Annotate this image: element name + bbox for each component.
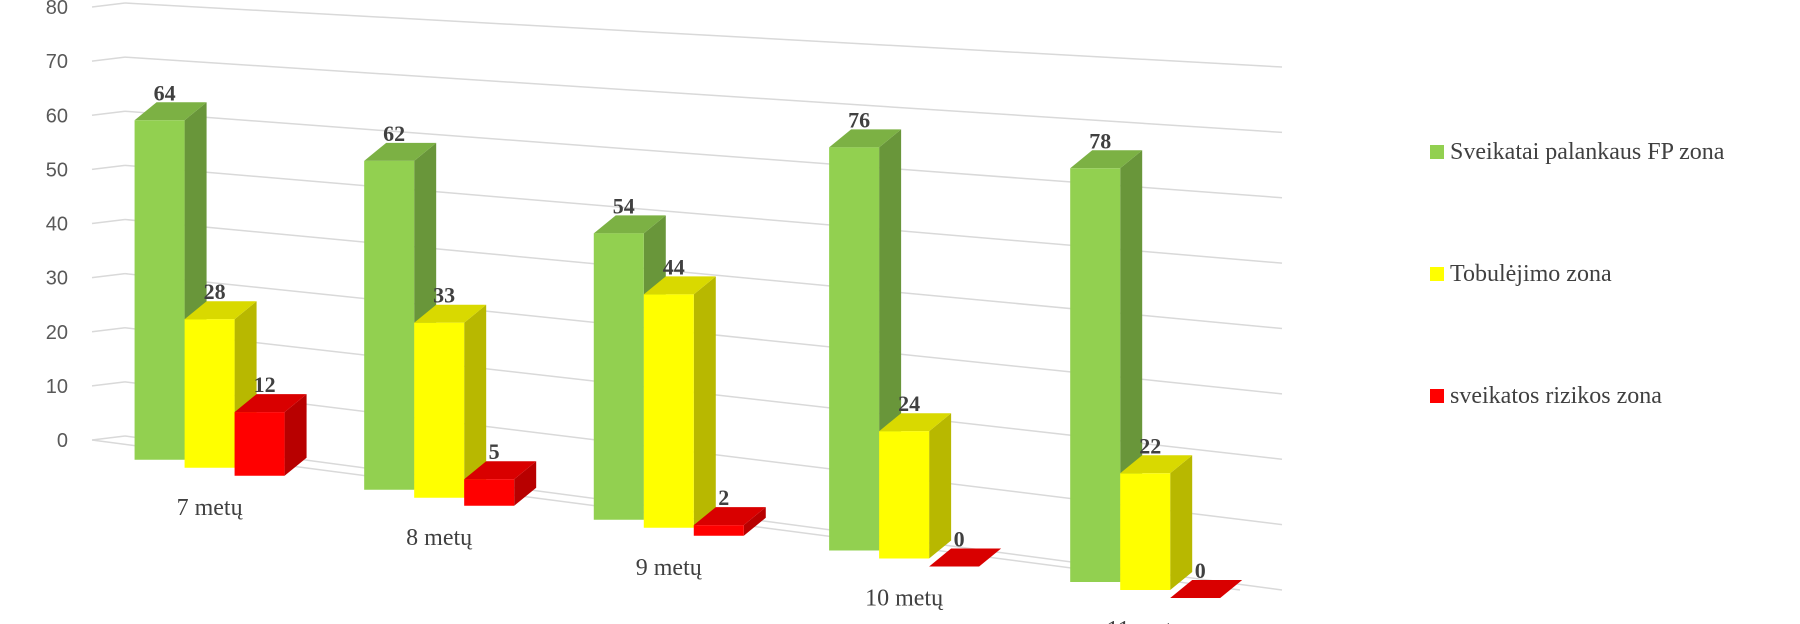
bar-4-1 [1120, 473, 1171, 590]
y-tick-label: 30 [46, 268, 68, 290]
bar-top [414, 304, 487, 323]
bar-0-2 [234, 412, 285, 476]
gridline-side [91, 164, 126, 171]
bar-3-0 [829, 147, 880, 551]
gridline-side [91, 2, 126, 8]
data-label: 78 [1089, 128, 1111, 153]
gridline-side [91, 218, 126, 225]
bar-side [464, 304, 487, 498]
bar-side [514, 461, 537, 506]
bar-0-1 [184, 319, 235, 468]
y-tick-label: 60 [46, 105, 68, 127]
bar-top [879, 413, 952, 432]
y-tick-label: 70 [46, 51, 68, 73]
data-label: 2 [718, 485, 729, 510]
bar-top [364, 142, 437, 161]
bar-4-0 [1070, 168, 1121, 582]
legend-item-healthy-zone: Sveikatai palankaus FP zona [1430, 138, 1790, 165]
bar-side [1170, 455, 1193, 590]
legend-item-risk-zone: sveikatos rizikos zona [1430, 382, 1790, 409]
legend-swatch-green [1430, 145, 1444, 159]
bar-top [134, 102, 207, 121]
bar-top [184, 301, 257, 320]
data-label: 0 [954, 527, 965, 552]
data-label: 33 [433, 283, 455, 308]
data-label: 76 [848, 107, 870, 132]
bars [134, 102, 1243, 599]
bar-2-0 [593, 233, 644, 520]
y-tick-label: 0 [57, 430, 68, 452]
legend-label: Sveikatai palankaus FP zona [1450, 138, 1725, 165]
bar-1-1 [414, 322, 465, 498]
x-category-label: 8 metų [406, 525, 473, 551]
bar-side [284, 394, 307, 476]
data-label: 12 [254, 372, 276, 397]
x-category-label: 10 metų [865, 586, 944, 612]
gridline-side [91, 110, 126, 116]
data-label: 64 [154, 80, 176, 105]
gridline-side [91, 272, 126, 279]
data-label: 54 [613, 193, 635, 218]
x-category-label: 11 metų [1107, 617, 1185, 624]
data-label: 28 [204, 279, 226, 304]
bar-side [743, 507, 766, 536]
bar-side [693, 276, 716, 528]
x-category-label: 7 metų [177, 495, 244, 521]
bar-2-1 [643, 294, 694, 528]
legend-swatch-red [1430, 389, 1444, 403]
bar-3-1 [879, 431, 930, 559]
legend: Sveikatai palankaus FP zona Tobulėjimo z… [1430, 138, 1790, 506]
bar-top [693, 507, 766, 526]
data-label: 5 [489, 439, 500, 464]
bar-top [1070, 150, 1143, 169]
data-label: 22 [1139, 433, 1161, 458]
gridline-side [91, 435, 126, 441]
bar-top [643, 276, 716, 295]
bar-top [1170, 580, 1243, 598]
gridline-side [91, 381, 126, 387]
bar-top [234, 394, 307, 413]
bar-top [1120, 455, 1193, 474]
y-tick-label: 20 [46, 322, 68, 344]
data-label: 0 [1195, 558, 1206, 583]
legend-label: Tobulėjimo zona [1450, 260, 1612, 287]
data-label: 24 [898, 391, 920, 416]
y-tick-label: 50 [46, 159, 68, 181]
gridline-side [91, 56, 126, 62]
gridline-side [91, 327, 126, 333]
bar-1-0 [364, 160, 415, 490]
bar-top [464, 461, 537, 480]
y-tick-label: 10 [46, 376, 68, 398]
bar-top [829, 129, 902, 148]
x-category-label: 9 metų [636, 555, 703, 581]
y-tick-label: 40 [46, 214, 68, 236]
data-label: 44 [663, 254, 685, 279]
legend-label: sveikatos rizikos zona [1450, 382, 1662, 409]
bar-top [593, 215, 666, 234]
bar-0-0 [134, 120, 185, 460]
bar-2-2 [693, 525, 744, 536]
bar-1-2 [464, 479, 515, 506]
legend-item-improvement-zone: Tobulėjimo zona [1430, 260, 1790, 287]
data-label: 62 [383, 121, 405, 146]
bar-side [929, 413, 952, 559]
legend-swatch-yellow [1430, 267, 1444, 281]
bar-top [929, 548, 1002, 567]
y-tick-label: 80 [46, 0, 68, 19]
gridline [124, 2, 1283, 68]
gridline [124, 56, 1283, 134]
